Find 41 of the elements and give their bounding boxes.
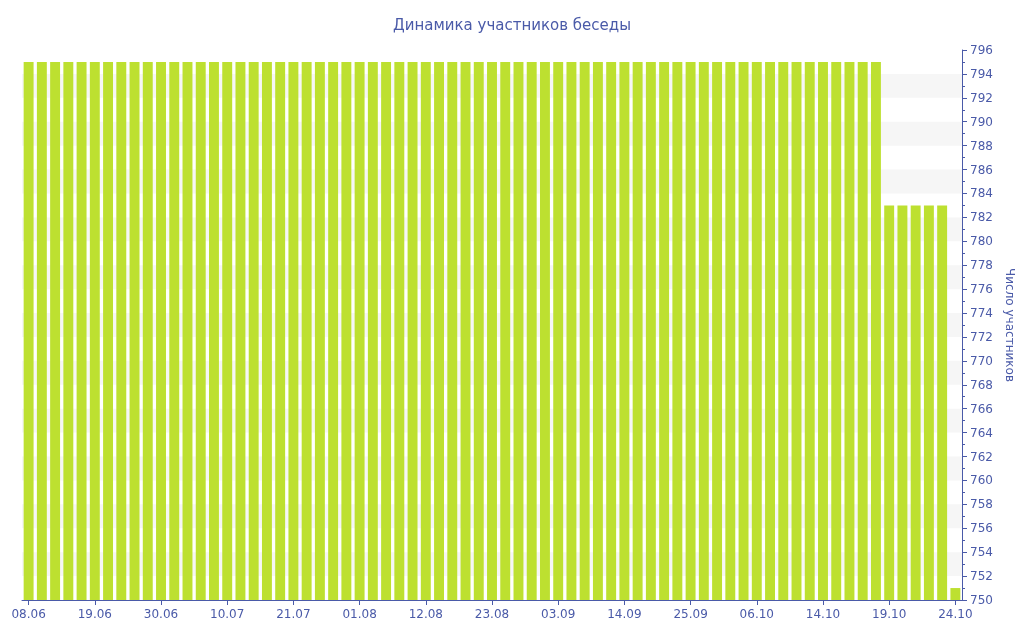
x-tick-label: 12.08: [408, 607, 443, 621]
y-tick-label: 768: [970, 377, 993, 392]
y-tick-label: 752: [970, 569, 993, 584]
y-tick-label: 756: [970, 521, 993, 536]
x-tick-label: 19.06: [77, 607, 112, 621]
y-tick-label: 774: [970, 306, 993, 321]
x-tick-label: 10.07: [210, 607, 245, 621]
y-tick-label: 778: [970, 258, 993, 273]
y-tick-label: 794: [970, 66, 993, 81]
y-tick-label: 754: [970, 545, 993, 560]
y-tick-label: 776: [970, 282, 993, 297]
y-tick-label: 758: [970, 497, 993, 512]
x-tick-label: 14.10: [805, 607, 841, 621]
y-tick-label: 780: [970, 234, 993, 249]
chart-title: Динамика участников беседы: [392, 15, 632, 34]
x-tick-label: 14.09: [607, 607, 642, 621]
x-tick-label: 06.10: [739, 607, 774, 621]
y-tick-label: 766: [970, 401, 993, 416]
x-tick-label: 21.07: [276, 607, 311, 621]
y-tick-label: 782: [970, 210, 993, 225]
x-tick-label: 24.10: [938, 607, 973, 621]
x-tick-label: 03.09: [541, 607, 576, 621]
x-tick-label: 08.06: [11, 607, 46, 621]
x-tick-label: 23.08: [474, 607, 510, 621]
y-axis-title: Число участников: [1003, 268, 1017, 382]
x-tick-label: 19.10: [872, 607, 907, 621]
x-tick-label: 25.09: [673, 607, 708, 621]
y-tick-label: 792: [970, 90, 993, 105]
y-tick-label: 788: [970, 138, 993, 153]
x-tick-label: 30.06: [143, 607, 179, 621]
y-tick-label: 762: [970, 449, 993, 464]
y-tick-label: 786: [970, 162, 993, 177]
y-tick-label: 770: [970, 353, 993, 368]
x-tick-label: 01.08: [342, 607, 377, 621]
y-tick-label: 790: [970, 114, 993, 129]
y-tick-label: 772: [970, 329, 993, 344]
y-tick-label: 784: [970, 186, 993, 201]
y-tick-label: 760: [970, 473, 993, 488]
y-tick-label: 750: [970, 593, 993, 607]
y-tick-label: 764: [970, 425, 993, 440]
y-tick-label: 796: [970, 43, 993, 57]
